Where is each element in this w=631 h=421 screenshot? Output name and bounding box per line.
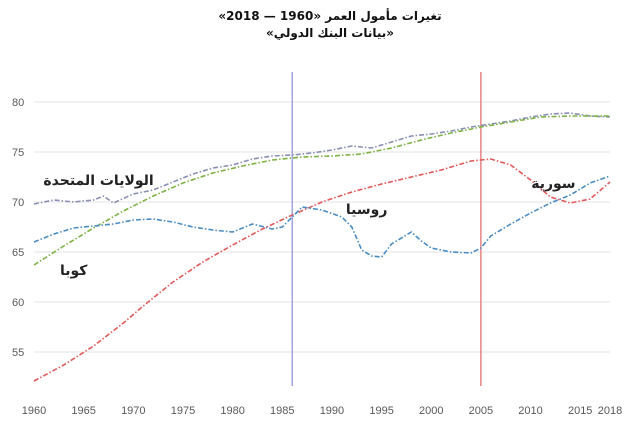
x-tick-1960: 1960	[22, 405, 46, 417]
x-tick-1975: 1975	[171, 405, 195, 417]
x-tick-1995: 1995	[369, 405, 393, 417]
x-tick-2000: 2000	[419, 405, 443, 417]
series-label-3: سورية	[531, 176, 575, 192]
series-line-4	[33, 175, 611, 258]
x-tick-2015: 2015	[568, 405, 592, 417]
series-line-3	[33, 158, 611, 382]
series-label-4: كوبا	[60, 263, 88, 279]
y-tick-55: 55	[12, 347, 24, 359]
y-axis-ticks: 55 60 65 70 75 80	[12, 97, 24, 359]
reference-lines	[291, 72, 482, 386]
series-label-1: الولايات المتحدة	[43, 173, 153, 189]
x-tick-1965: 1965	[71, 405, 95, 417]
y-tick-60: 60	[12, 297, 24, 309]
series-line-2	[33, 115, 610, 266]
series-line-1	[33, 112, 611, 205]
y-tick-70: 70	[12, 197, 24, 209]
chart-title-block: تغيرات مأمول العمر «1960 — 2018» «بيانات…	[200, 8, 460, 42]
x-tick-1980: 1980	[220, 405, 244, 417]
x-tick-1985: 1985	[270, 405, 294, 417]
gridlines	[34, 101, 610, 353]
y-tick-65: 65	[12, 247, 24, 259]
chart-title: تغيرات مأمول العمر «1960 — 2018»	[218, 9, 442, 23]
series-label-2: روسيا	[346, 202, 388, 218]
x-tick-1970: 1970	[121, 405, 145, 417]
chart-subtitle: «بيانات البنك الدولي»	[265, 26, 395, 40]
y-tick-80: 80	[12, 97, 24, 109]
x-tick-2018: 2018	[598, 405, 622, 417]
series-lines	[33, 112, 611, 382]
series-labels: الولايات المتحدة روسيا سورية كوبا	[43, 173, 575, 279]
x-axis-ticks: 1960 1965 1970 1975 1980 1985 1990 1995 2000 2005…	[22, 405, 622, 417]
y-tick-75: 75	[12, 147, 24, 159]
x-tick-2010: 2010	[518, 405, 542, 417]
x-tick-2005: 2005	[469, 405, 493, 417]
x-tick-1990: 1990	[320, 405, 344, 417]
